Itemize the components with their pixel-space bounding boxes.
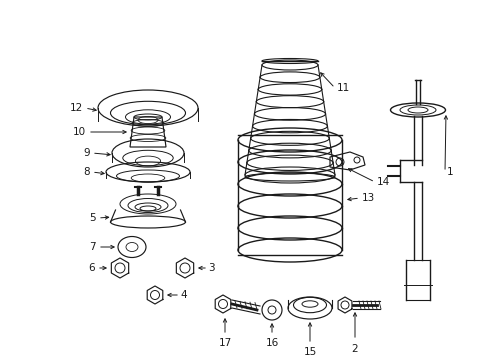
Text: 16: 16 (266, 338, 279, 348)
Text: 10: 10 (73, 127, 86, 137)
Text: 2: 2 (352, 344, 358, 354)
Text: 3: 3 (208, 263, 215, 273)
Text: 7: 7 (89, 242, 96, 252)
Text: 14: 14 (377, 177, 390, 187)
Text: 6: 6 (88, 263, 95, 273)
Text: 1: 1 (447, 167, 454, 177)
Text: 11: 11 (337, 83, 350, 93)
Text: 17: 17 (219, 338, 232, 348)
Text: 13: 13 (362, 193, 375, 203)
Text: 9: 9 (83, 148, 90, 158)
Text: 12: 12 (70, 103, 83, 113)
Text: 5: 5 (89, 213, 96, 223)
Text: 15: 15 (303, 347, 317, 357)
Text: 8: 8 (83, 167, 90, 177)
Text: 4: 4 (180, 290, 187, 300)
